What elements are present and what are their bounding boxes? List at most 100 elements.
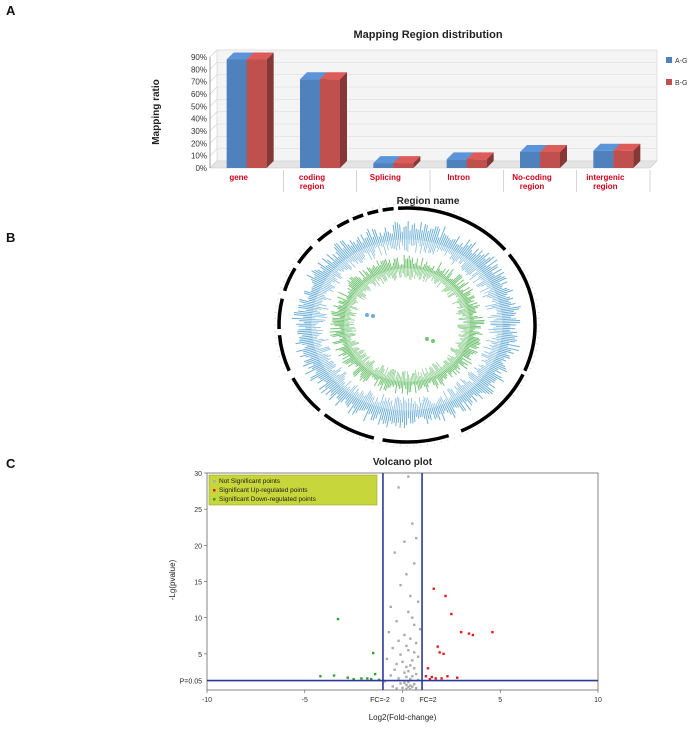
circos-tick <box>466 216 468 219</box>
circos-blue-spike-inner <box>323 361 335 368</box>
circos-green-spike-inner <box>425 271 431 283</box>
circos-blue-spike <box>502 316 512 319</box>
circos-tick <box>447 439 449 442</box>
circos-green-spike-inner <box>450 348 462 355</box>
circos-tick <box>372 440 374 443</box>
circos-blue-spike-inner <box>480 367 488 373</box>
circos-tick <box>472 219 474 222</box>
volcano-y-axis-label: -Lg(pvalue) <box>168 559 177 600</box>
circos-blue-spike-inner <box>468 380 476 387</box>
circos-blue-spike-inner <box>385 240 389 251</box>
circos-blue-spike <box>450 401 455 408</box>
circos-green-spike <box>377 266 382 274</box>
circos-blue-spike-inner <box>481 354 495 361</box>
circos-blue-spike-inner <box>314 347 320 350</box>
circos-blue-spike-inner <box>368 397 373 405</box>
circos-green-spike <box>388 259 393 271</box>
circos-tick <box>483 226 486 229</box>
circos-blue-spike-inner <box>325 278 333 283</box>
circos-green-spike <box>358 270 369 282</box>
circos-green-spike-inner <box>388 368 393 380</box>
circos-green-spike <box>331 311 346 315</box>
circos-green-spike <box>394 380 398 394</box>
circos-green-spike <box>342 304 348 308</box>
circos-green-spike <box>453 362 460 367</box>
circos-green-spike <box>411 257 414 269</box>
circos-blue-spike-inner <box>491 337 502 341</box>
circos-blue-spike-inner <box>467 371 481 382</box>
circos-green-spike-inner <box>401 371 403 382</box>
circos-tick <box>365 439 367 442</box>
circos-blue-spike-inner <box>450 249 455 255</box>
circos-green-spike <box>459 292 464 296</box>
circos-blue-spike-inner <box>477 373 484 378</box>
bar-top-A-G-2 <box>373 156 401 164</box>
circos-tick <box>312 409 315 412</box>
circos-green-spike-inner <box>447 358 454 364</box>
circos-green-spike-inner <box>447 354 457 362</box>
circos-green-spike <box>437 270 441 276</box>
circos-green-spike-inner <box>363 283 372 292</box>
circos-blue-spike-inner <box>455 253 462 262</box>
bar-chart-y-axis-label: Mapping ratio <box>151 79 162 145</box>
circos-green-spike-inner <box>345 312 354 315</box>
circos-green-spike-inner <box>391 269 396 281</box>
circos-tick <box>440 440 442 443</box>
circos-green-spike-inner <box>462 313 469 316</box>
circos-blue-spike <box>497 352 510 357</box>
circos-blue-spike <box>460 396 472 411</box>
circos-blue-spike <box>399 224 402 239</box>
circos-green-spike <box>459 355 464 358</box>
circos-green-spike-inner <box>458 318 470 321</box>
circos-green-spike-inner <box>458 344 465 348</box>
circos-green-spike <box>348 284 358 292</box>
circos-green-spike <box>446 368 453 375</box>
bar-chart-y-tick-label: 90% <box>191 53 207 62</box>
circos-blue-spike <box>391 410 395 424</box>
circos-green-spike-inner <box>459 302 466 306</box>
circos-green-spike <box>460 288 474 297</box>
bar-chart-y-tick-label: 60% <box>191 90 207 99</box>
legend-label-B-G: B-G <box>675 80 687 87</box>
circos-blue-spike-inner <box>444 246 448 252</box>
circos-green-spike <box>426 378 430 384</box>
circos-blue-spike-inner <box>421 402 424 411</box>
circos-green-spike-inner <box>378 274 385 285</box>
volcano-x-tick-label: 0 <box>401 697 405 704</box>
bar-chart-gridline-depth <box>209 136 218 144</box>
circos-green-spike <box>337 296 350 303</box>
circos-blue-spike-inner <box>476 370 485 377</box>
circos-green-spike-inner <box>347 306 359 311</box>
circos-blue-spike <box>414 228 417 239</box>
circos-blue-spike <box>488 271 505 281</box>
circos-tick <box>303 248 306 250</box>
volcano-point <box>405 644 408 648</box>
circos-blue-spike-inner <box>380 400 384 409</box>
circos-blue-spike-inner <box>450 397 454 402</box>
circos-green-spike-inner <box>418 269 421 277</box>
bar-chart-category-label: intergenic region <box>586 173 625 191</box>
circos-blue-spike <box>497 293 508 298</box>
circos-blue-spike <box>474 385 483 394</box>
circos-blue-spike <box>347 397 355 408</box>
circos-blue-spike <box>500 303 516 307</box>
circos-green-spike-inner <box>348 303 352 306</box>
circos-green-spike-inner <box>354 351 364 358</box>
circos-blue-spike-inner <box>476 278 489 287</box>
circos-green-spike-inner <box>429 371 433 378</box>
circos-tick <box>533 355 536 357</box>
circos-blue-spike-inner <box>355 393 360 399</box>
circos-green-spike-inner <box>430 272 433 278</box>
circos-blue-spike-inner <box>458 255 465 264</box>
circos-green-spike-inner <box>391 370 395 381</box>
circos-green-spike <box>466 342 477 346</box>
circos-blue-spike-inner <box>436 401 440 407</box>
circos-blue-spike <box>482 266 491 273</box>
circos-green-spike-inner <box>378 365 385 376</box>
circos-blue-spike <box>490 276 505 284</box>
circos-tick <box>526 373 529 375</box>
circos-green-spike <box>448 366 457 376</box>
circos-blue-spike-inner <box>423 240 427 252</box>
circos-blue-spike <box>326 259 337 268</box>
circos-blue-spike <box>399 411 402 428</box>
